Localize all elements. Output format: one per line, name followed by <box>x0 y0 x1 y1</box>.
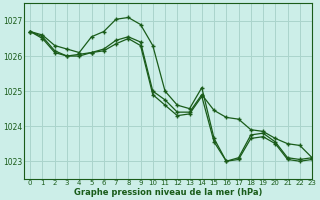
X-axis label: Graphe pression niveau de la mer (hPa): Graphe pression niveau de la mer (hPa) <box>74 188 262 197</box>
